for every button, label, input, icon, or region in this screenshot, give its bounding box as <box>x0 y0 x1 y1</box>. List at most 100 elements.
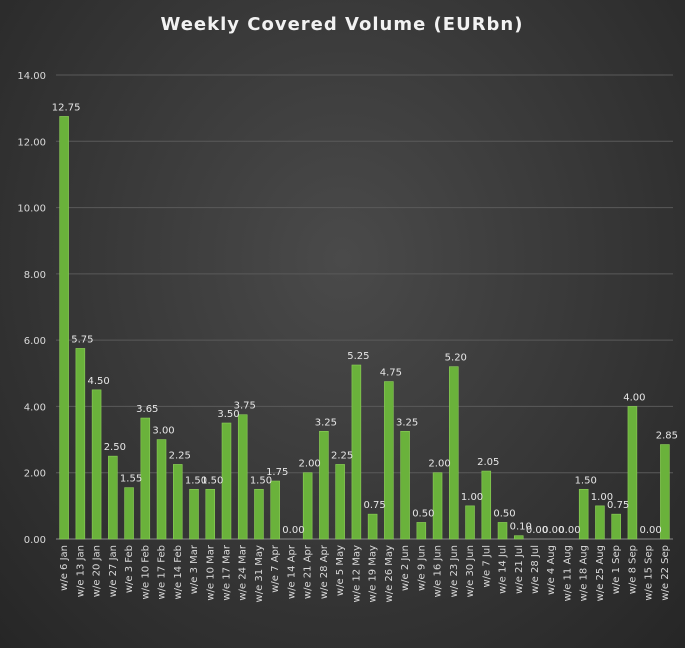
x-tick-label: w/e 4 Aug <box>546 545 557 595</box>
x-tick-label: w/e 27 Jan <box>108 545 119 597</box>
bar <box>416 522 427 540</box>
y-tick-label: 4.00 <box>24 402 46 413</box>
x-tick-label: w/e 11 Aug <box>562 545 573 601</box>
bar <box>59 116 69 540</box>
data-labels: 12.755.754.502.501.553.653.002.251.501.5… <box>52 102 678 536</box>
bar <box>156 439 167 540</box>
x-tick-label: w/e 15 Sep <box>644 545 655 601</box>
bar <box>400 430 410 540</box>
x-tick-label: w/e 8 Sep <box>627 545 638 594</box>
x-tick-label: w/e 24 Mar <box>238 544 249 601</box>
data-label: 0.75 <box>607 500 629 511</box>
data-label: 1.00 <box>591 492 613 503</box>
bar <box>611 513 621 540</box>
data-label: 0.00 <box>542 525 564 536</box>
data-label: 3.75 <box>234 401 256 412</box>
data-label: 4.50 <box>87 376 109 387</box>
x-tick-label: w/e 9 Jun <box>416 545 427 591</box>
x-tick-label: w/e 7 Jul <box>481 545 492 588</box>
bar <box>384 381 394 540</box>
data-label: 1.50 <box>575 475 597 486</box>
data-label: 0.00 <box>558 525 580 536</box>
bar <box>91 389 102 540</box>
data-label: 12.75 <box>52 102 81 113</box>
chart-title: Weekly Covered Volume (EURbn) <box>161 14 524 35</box>
data-label: 0.00 <box>526 525 548 536</box>
data-label: 3.65 <box>136 404 158 415</box>
x-tick-label: w/e 17 Feb <box>157 545 168 600</box>
x-tick-label: w/e 28 Apr <box>319 544 330 599</box>
data-label: 5.75 <box>71 334 93 345</box>
bar <box>124 487 134 540</box>
bar <box>660 444 670 540</box>
bar <box>254 488 264 540</box>
bar <box>481 470 492 540</box>
x-tick-label: w/e 16 Jun <box>433 545 444 597</box>
bar <box>205 488 216 540</box>
data-label: 3.50 <box>217 409 239 420</box>
x-tick-label: w/e 5 May <box>335 545 346 596</box>
y-tick-label: 14.00 <box>17 71 46 82</box>
x-tick-label: w/e 6 Jan <box>59 545 70 591</box>
data-label: 2.00 <box>299 459 321 470</box>
y-tick-label: 2.00 <box>24 469 46 480</box>
data-label: 0.50 <box>493 508 515 519</box>
y-tick-label: 6.00 <box>24 336 46 347</box>
data-label: 4.00 <box>623 392 645 403</box>
x-tick-label: w/e 14 Feb <box>173 545 184 600</box>
x-tick-label: w/e 1 Sep <box>611 545 622 594</box>
data-label: 3.25 <box>396 417 418 428</box>
data-label: 3.00 <box>152 426 174 437</box>
bar <box>335 464 345 540</box>
data-label: 0.00 <box>282 525 304 536</box>
x-tick-label: w/e 19 May <box>368 545 379 603</box>
y-axis: 0.00 2.00 4.00 6.00 8.00 10.00 12.00 14.00 <box>17 71 46 546</box>
bar <box>367 513 378 540</box>
data-label: 0.50 <box>412 508 434 519</box>
x-tick-label: w/e 31 May <box>254 545 265 603</box>
x-tick-label: w/e 18 Aug <box>579 545 590 601</box>
bar <box>140 417 151 540</box>
x-tick-label: w/e 14 Apr <box>286 544 297 599</box>
bar <box>237 414 248 540</box>
x-tick-label: w/e 25 Aug <box>595 545 606 601</box>
x-tick-label: w/e 21 Apr <box>303 544 314 599</box>
bar <box>108 455 118 540</box>
bar <box>465 505 475 540</box>
bar <box>319 430 329 540</box>
data-label: 1.50 <box>185 475 207 486</box>
data-label: 1.50 <box>250 475 272 486</box>
x-tick-label: w/e 3 Mar <box>189 544 200 594</box>
data-label: 2.50 <box>104 442 126 453</box>
data-label: 1.75 <box>266 467 288 478</box>
x-tick-label: w/e 13 Jan <box>75 545 86 597</box>
bar <box>432 472 443 540</box>
x-tick-label: w/e 20 Jan <box>92 545 103 597</box>
y-tick-label: 0.00 <box>24 535 46 546</box>
x-tick-label: w/e 22 Sep <box>660 545 671 601</box>
x-tick-label: w/e 17 Mar <box>221 544 232 601</box>
bar <box>578 488 589 540</box>
data-label: 5.25 <box>347 351 369 362</box>
data-label: 3.25 <box>315 417 337 428</box>
data-label: 2.25 <box>169 450 191 461</box>
x-tick-label: w/e 28 Jul <box>530 545 541 594</box>
bar <box>302 472 313 540</box>
data-label: 0.00 <box>640 525 662 536</box>
bar <box>189 488 199 540</box>
bar <box>270 480 280 540</box>
x-tick-label: w/e 12 May <box>351 545 362 603</box>
bar <box>513 535 524 540</box>
data-label: 1.00 <box>461 492 483 503</box>
bar <box>75 348 86 540</box>
data-label: 1.55 <box>120 474 142 485</box>
data-label: 2.85 <box>656 431 678 442</box>
x-tick-label: w/e 26 May <box>384 545 395 603</box>
data-label: 1.50 <box>201 475 223 486</box>
x-tick-label: w/e 21 Jul <box>514 545 525 594</box>
data-label: 2.05 <box>477 457 499 468</box>
x-tick-label: w/e 7 Apr <box>270 544 281 593</box>
bar <box>497 522 508 540</box>
